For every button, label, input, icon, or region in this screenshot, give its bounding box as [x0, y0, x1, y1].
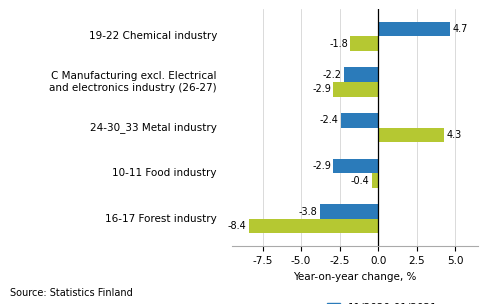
X-axis label: Year-on-year change, %: Year-on-year change, %	[293, 271, 417, 282]
Text: -2.4: -2.4	[320, 116, 339, 125]
Text: 10-11 Food industry: 10-11 Food industry	[112, 168, 217, 178]
Bar	[351, 36, 378, 51]
Bar	[333, 159, 378, 173]
Text: -0.4: -0.4	[351, 176, 370, 185]
Text: -8.4: -8.4	[228, 221, 246, 231]
Bar	[378, 22, 451, 36]
Text: -2.9: -2.9	[312, 85, 331, 94]
Bar	[344, 67, 378, 82]
Text: -2.2: -2.2	[323, 70, 342, 80]
Text: 19-22 Chemical industry: 19-22 Chemical industry	[89, 32, 217, 41]
Bar	[319, 204, 378, 219]
Text: 4.7: 4.7	[453, 24, 468, 34]
Text: -1.8: -1.8	[329, 39, 348, 49]
Text: Source: Statistics Finland: Source: Statistics Finland	[10, 288, 133, 298]
Text: 16-17 Forest industry: 16-17 Forest industry	[105, 214, 217, 224]
Text: -2.9: -2.9	[312, 161, 331, 171]
Bar	[372, 173, 378, 188]
Bar	[378, 128, 444, 142]
Bar	[341, 113, 378, 128]
Bar	[248, 219, 378, 233]
Text: 24-30_33 Metal industry: 24-30_33 Metal industry	[90, 122, 217, 133]
Text: C Manufacturing excl. Electrical
and electronics industry (26-27): C Manufacturing excl. Electrical and ele…	[49, 71, 217, 93]
Legend: 11/2020-01/2021, 11/2019-01/2020: 11/2020-01/2021, 11/2019-01/2020	[323, 299, 442, 304]
Text: 4.3: 4.3	[447, 130, 462, 140]
Bar	[333, 82, 378, 97]
Text: -3.8: -3.8	[298, 207, 317, 216]
